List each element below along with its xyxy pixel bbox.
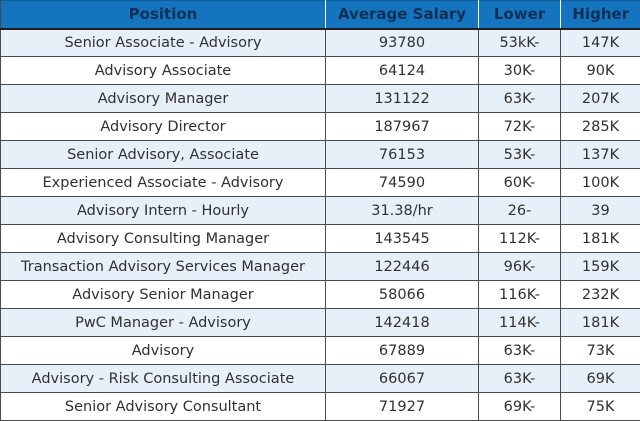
- higher-cell: 181K: [561, 309, 640, 337]
- average-salary-cell: 66067: [326, 365, 479, 393]
- lower-cell: 30K-: [479, 57, 561, 85]
- position-cell: Transaction Advisory Services Manager: [1, 253, 326, 281]
- lower-cell: 116K-: [479, 281, 561, 309]
- higher-cell: 69K: [561, 365, 640, 393]
- average-salary-cell: 58066: [326, 281, 479, 309]
- higher-cell: 100K: [561, 169, 640, 197]
- higher-cell: 137K: [561, 141, 640, 169]
- position-cell: Experienced Associate - Advisory: [1, 169, 326, 197]
- average-salary-cell: 71927: [326, 393, 479, 421]
- position-cell: PwC Manager - Advisory: [1, 309, 326, 337]
- position-cell: Advisory Intern - Hourly: [1, 197, 326, 225]
- column-header-lower: Lower: [479, 1, 561, 29]
- average-salary-cell: 64124: [326, 57, 479, 85]
- average-salary-cell: 67889: [326, 337, 479, 365]
- average-salary-cell: 122446: [326, 253, 479, 281]
- higher-cell: 159K: [561, 253, 640, 281]
- higher-cell: 207K: [561, 85, 640, 113]
- lower-cell: 69K-: [479, 393, 561, 421]
- position-cell: Senior Advisory, Associate: [1, 141, 326, 169]
- average-salary-cell: 142418: [326, 309, 479, 337]
- lower-cell: 53kK-: [479, 29, 561, 57]
- position-cell: Advisory Associate: [1, 57, 326, 85]
- higher-cell: 285K: [561, 113, 640, 141]
- position-cell: Advisory - Risk Consulting Associate: [1, 365, 326, 393]
- column-header-position: Position: [1, 1, 326, 29]
- lower-cell: 26-: [479, 197, 561, 225]
- lower-cell: 96K-: [479, 253, 561, 281]
- higher-cell: 147K: [561, 29, 640, 57]
- position-cell: Advisory Director: [1, 113, 326, 141]
- higher-cell: 75K: [561, 393, 640, 421]
- position-cell: Advisory: [1, 337, 326, 365]
- higher-cell: 73K: [561, 337, 640, 365]
- higher-cell: 39: [561, 197, 640, 225]
- position-cell: Advisory Consulting Manager: [1, 225, 326, 253]
- position-cell: Senior Associate - Advisory: [1, 29, 326, 57]
- lower-cell: 63K-: [479, 337, 561, 365]
- position-cell: Senior Advisory Consultant: [1, 393, 326, 421]
- average-salary-cell: 187967: [326, 113, 479, 141]
- lower-cell: 63K-: [479, 365, 561, 393]
- lower-cell: 60K-: [479, 169, 561, 197]
- higher-cell: 90K: [561, 57, 640, 85]
- higher-cell: 232K: [561, 281, 640, 309]
- table-header-row: Position Average Salary Lower Higher: [1, 1, 640, 29]
- lower-cell: 114K-: [479, 309, 561, 337]
- average-salary-cell: 143545: [326, 225, 479, 253]
- lower-cell: 63K-: [479, 85, 561, 113]
- average-salary-cell: 131122: [326, 85, 479, 113]
- average-salary-cell: 93780: [326, 29, 479, 57]
- average-salary-cell: 31.38/hr: [326, 197, 479, 225]
- position-cell: Advisory Manager: [1, 85, 326, 113]
- lower-cell: 53K-: [479, 141, 561, 169]
- average-salary-cell: 76153: [326, 141, 479, 169]
- average-salary-cell: 74590: [326, 169, 479, 197]
- position-cell: Advisory Senior Manager: [1, 281, 326, 309]
- lower-cell: 112K-: [479, 225, 561, 253]
- lower-cell: 72K-: [479, 113, 561, 141]
- column-header-higher: Higher: [561, 1, 640, 29]
- column-header-average-salary: Average Salary: [326, 1, 479, 29]
- higher-cell: 181K: [561, 225, 640, 253]
